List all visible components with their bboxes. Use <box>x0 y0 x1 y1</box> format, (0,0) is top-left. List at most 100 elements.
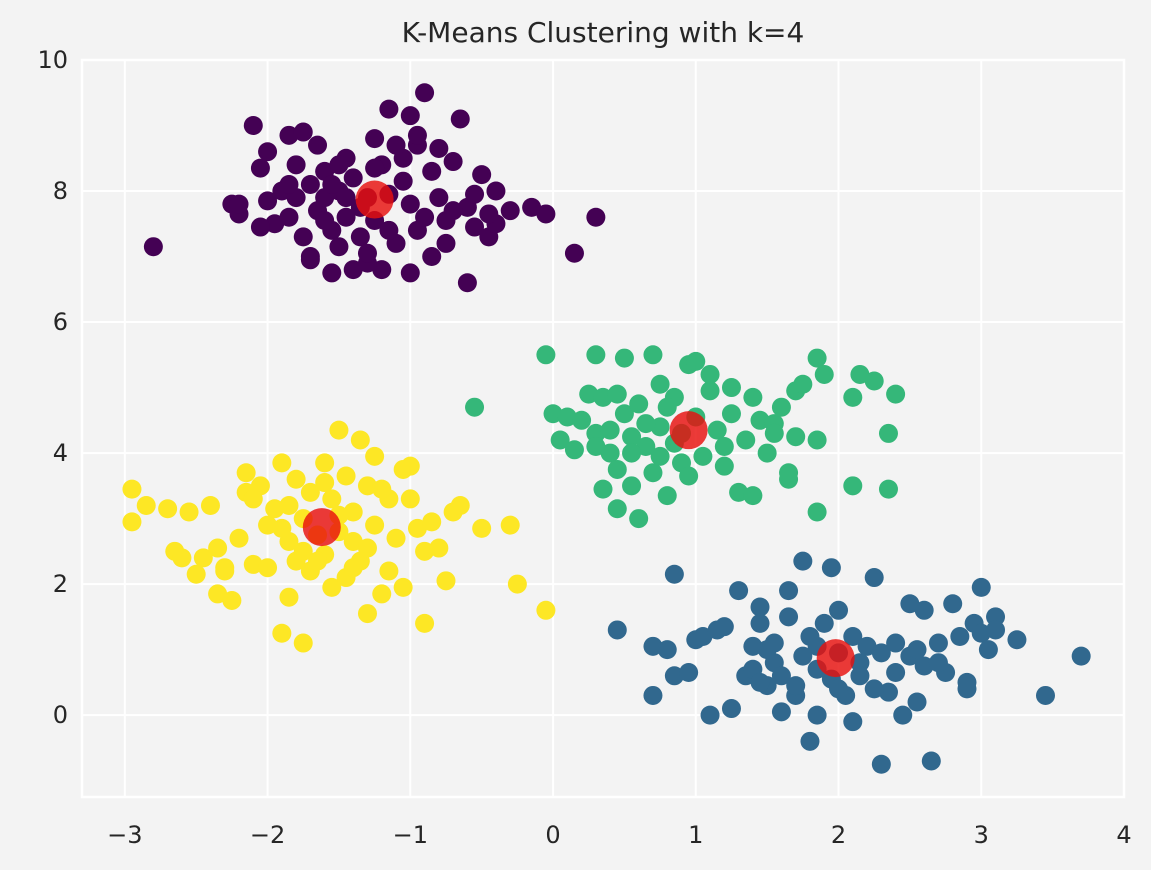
data-point <box>950 626 970 646</box>
data-point <box>693 626 713 646</box>
data-point <box>350 227 370 247</box>
data-point <box>143 237 163 257</box>
data-point <box>714 456 734 476</box>
data-point <box>279 207 299 227</box>
data-point <box>365 129 385 149</box>
data-point <box>450 109 470 129</box>
data-point <box>729 581 749 601</box>
data-point <box>600 420 620 440</box>
y-tick-label: 6 <box>53 308 68 336</box>
data-point <box>721 699 741 719</box>
x-tick-label: 3 <box>974 821 989 849</box>
data-point <box>843 476 863 496</box>
data-point <box>186 564 206 584</box>
data-point <box>900 594 920 614</box>
data-point <box>486 181 506 201</box>
data-point <box>179 502 199 522</box>
data-point <box>279 587 299 607</box>
data-point <box>564 243 584 263</box>
data-point <box>557 407 577 427</box>
data-point <box>622 476 642 496</box>
data-point <box>215 558 235 578</box>
data-point <box>343 502 363 522</box>
data-point <box>372 260 392 280</box>
data-point <box>971 577 991 597</box>
data-point <box>750 672 770 692</box>
data-point <box>700 364 720 384</box>
data-point <box>736 430 756 450</box>
data-point <box>400 106 420 126</box>
data-point <box>422 247 442 267</box>
data-point <box>807 502 827 522</box>
data-point <box>422 512 442 532</box>
data-point <box>293 227 313 247</box>
data-point <box>907 692 927 712</box>
data-point <box>564 440 584 460</box>
data-point <box>357 243 377 263</box>
data-point <box>707 420 727 440</box>
data-point <box>258 191 278 211</box>
centroid-markers <box>302 180 855 678</box>
data-point <box>679 466 699 486</box>
data-point <box>329 420 349 440</box>
data-point <box>607 499 627 519</box>
data-point <box>200 495 220 515</box>
y-tick-label: 8 <box>53 177 68 205</box>
data-point <box>272 623 292 643</box>
data-point <box>122 512 142 532</box>
data-point <box>343 260 363 280</box>
data-point <box>764 423 784 443</box>
data-point <box>322 577 342 597</box>
data-point <box>300 174 320 194</box>
data-point <box>293 122 313 142</box>
data-point <box>700 381 720 401</box>
data-point <box>721 378 741 398</box>
data-point <box>843 626 863 646</box>
data-point <box>914 600 934 620</box>
data-point <box>893 705 913 725</box>
data-point <box>629 509 649 529</box>
y-tick-label: 10 <box>37 46 68 74</box>
data-point <box>507 574 527 594</box>
data-point <box>650 417 670 437</box>
data-point <box>300 250 320 270</box>
data-point <box>622 443 642 463</box>
data-point <box>1071 646 1091 666</box>
x-tick-label: −2 <box>250 821 285 849</box>
data-point <box>572 410 592 430</box>
data-point <box>308 551 328 571</box>
data-point <box>472 518 492 538</box>
data-point <box>479 204 499 224</box>
data-point <box>393 171 413 191</box>
data-points <box>122 83 1091 774</box>
data-point <box>500 201 520 221</box>
data-point <box>664 564 684 584</box>
data-point <box>771 702 791 722</box>
data-point <box>743 486 763 506</box>
data-point <box>536 600 556 620</box>
data-point <box>357 604 377 624</box>
data-point <box>886 663 906 683</box>
y-tick-label: 4 <box>53 439 68 467</box>
data-point <box>600 443 620 463</box>
data-point <box>450 495 470 515</box>
data-point <box>386 135 406 155</box>
data-point <box>465 217 485 237</box>
data-point <box>793 551 813 571</box>
data-point <box>379 99 399 119</box>
data-point <box>957 672 977 692</box>
data-point <box>465 397 485 417</box>
data-point <box>329 237 349 257</box>
data-point <box>393 577 413 597</box>
data-point <box>436 571 456 591</box>
data-point <box>800 731 820 751</box>
data-point <box>365 515 385 535</box>
data-point <box>843 387 863 407</box>
data-point <box>258 558 278 578</box>
data-point <box>407 125 427 145</box>
plot-area-border <box>80 58 1126 799</box>
data-point <box>208 584 228 604</box>
data-point <box>607 459 627 479</box>
data-point <box>643 345 663 365</box>
data-point <box>643 463 663 483</box>
